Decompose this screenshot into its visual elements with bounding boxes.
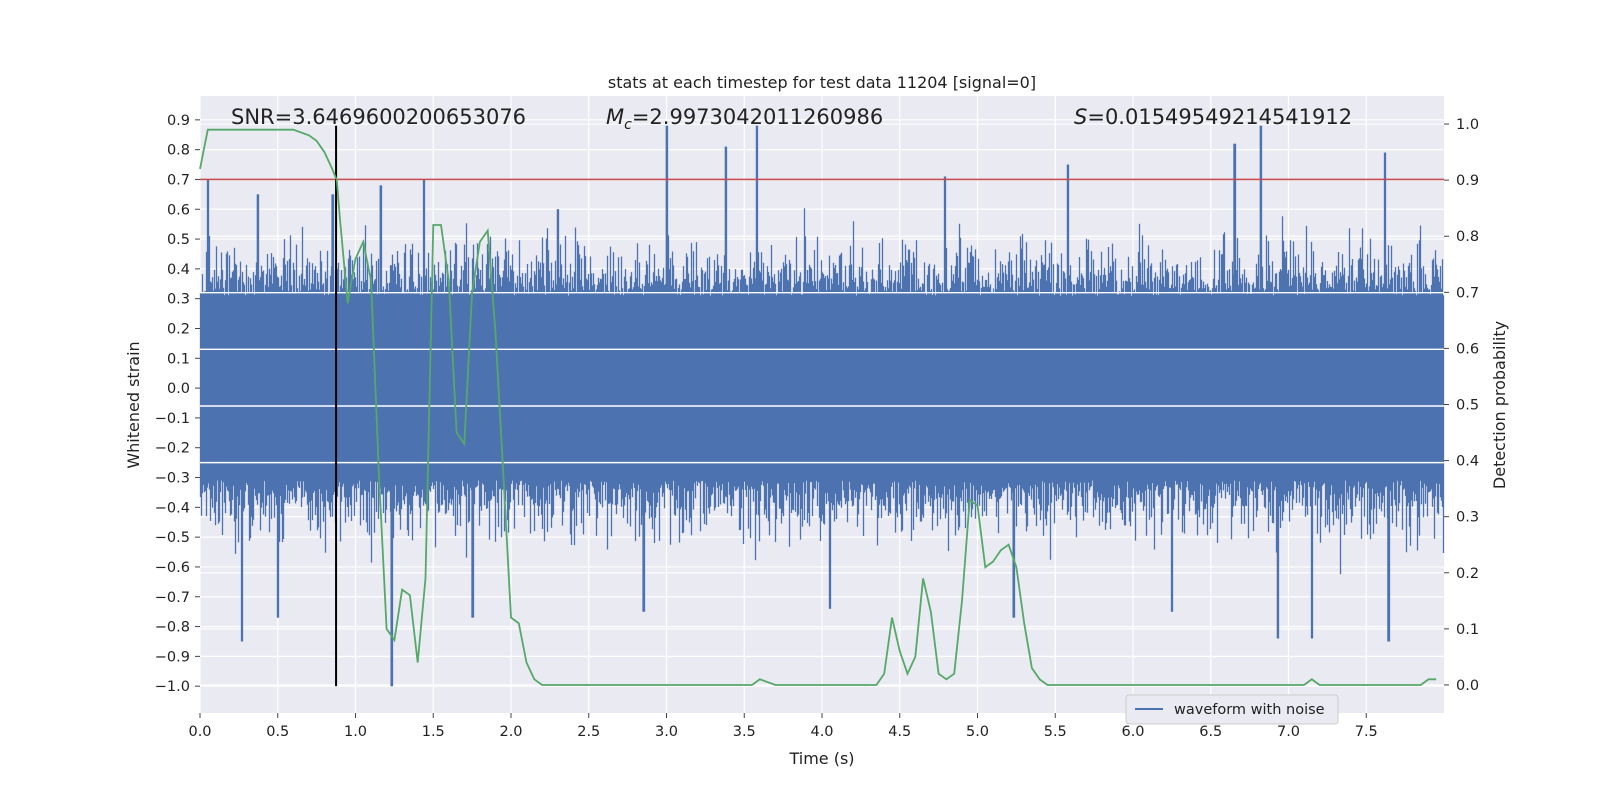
left-y-tick-label: −0.8 <box>155 620 190 636</box>
left-y-tick-label: −0.3 <box>155 471 190 487</box>
x-axis-label: Time (s) <box>788 749 854 768</box>
x-tick-label: 6.0 <box>1121 724 1144 740</box>
left-y-tick-label: −0.2 <box>155 441 190 457</box>
x-tick-label: 0.5 <box>266 724 289 740</box>
x-tick-label: 4.0 <box>810 724 833 740</box>
right-y-tick-label: 0.7 <box>1456 285 1479 301</box>
left-y-tick-label: 0.3 <box>167 292 190 308</box>
right-y-tick-label: 0.8 <box>1456 229 1479 245</box>
left-y-tick-label: −0.1 <box>155 411 190 427</box>
score-value: =0.01549549214541912 <box>1087 105 1352 129</box>
left-y-axis-ticks: 0.9 0.8 0.7 0.6 0.5 0.4 0.3 0.2 0.1 0.0 −0.1 −0.2 −0… <box>155 113 200 695</box>
right-y-axis-ticks: 1.0 0.9 0.8 0.7 0.6 0.5 0.4 0.3 0.2 0.1 0.0 <box>1444 117 1479 694</box>
left-y-tick-label: −0.7 <box>155 590 190 606</box>
left-y-tick-label: −1.0 <box>155 679 190 695</box>
left-y-tick-label: 0.0 <box>167 381 190 397</box>
x-tick-label: 7.5 <box>1355 724 1378 740</box>
x-tick-label: 7.0 <box>1277 724 1300 740</box>
left-y-tick-label: −0.9 <box>155 649 190 665</box>
x-tick-label: 5.5 <box>1044 724 1067 740</box>
snr-annotation: SNR=3.6469600200653076 <box>231 105 526 129</box>
legend-label: waveform with noise <box>1174 702 1325 718</box>
chirp-mass-subscript: c <box>624 117 632 133</box>
right-y-tick-label: 0.1 <box>1456 622 1479 638</box>
left-y-tick-label: 0.6 <box>167 202 190 218</box>
x-tick-label: 0.0 <box>188 724 211 740</box>
legend-box <box>1125 694 1339 725</box>
x-tick-label: 1.0 <box>344 724 367 740</box>
x-tick-label: 3.5 <box>733 724 756 740</box>
left-y-tick-label: −0.6 <box>155 560 190 576</box>
chart-title: stats at each timestep for test data 112… <box>608 73 1036 92</box>
right-y-tick-label: 0.4 <box>1456 454 1479 470</box>
left-y-tick-label: −0.5 <box>155 530 190 546</box>
waveform-series <box>199 125 1445 687</box>
left-y-tick-label: −0.4 <box>155 500 190 516</box>
x-tick-label: 6.5 <box>1199 724 1222 740</box>
x-tick-label: 4.5 <box>888 724 911 740</box>
right-y-tick-label: 0.0 <box>1456 678 1479 694</box>
score-annotation: S=0.01549549214541912 <box>1074 105 1352 129</box>
waveform-core <box>200 298 1444 478</box>
chirp-mass-value: =2.9973042011260986 <box>632 105 883 129</box>
left-y-tick-label: 0.8 <box>167 143 190 159</box>
left-y-axis-label: Whitened strain <box>124 341 143 468</box>
left-y-tick-label: 0.4 <box>167 262 190 278</box>
left-y-tick-label: 0.7 <box>167 172 190 188</box>
chirp-mass-annotation: Mc=2.9973042011260986 <box>606 105 883 133</box>
right-y-tick-label: 0.9 <box>1456 173 1479 189</box>
left-y-tick-label: 0.9 <box>167 113 190 129</box>
right-y-tick-label: 0.2 <box>1456 566 1479 582</box>
right-y-tick-label: 0.6 <box>1456 341 1479 357</box>
right-y-tick-label: 1.0 <box>1456 117 1479 133</box>
left-y-tick-label: 0.2 <box>167 321 190 337</box>
right-y-tick-label: 0.3 <box>1456 510 1479 526</box>
right-y-axis-label: Detection probability <box>1490 321 1509 489</box>
legend: waveform with noise <box>1125 694 1339 725</box>
probability-series <box>199 128 1437 686</box>
right-y-tick-label: 0.5 <box>1456 398 1479 414</box>
chirp-mass-symbol: M <box>606 105 624 129</box>
x-tick-label: 3.0 <box>655 724 678 740</box>
x-tick-label: 2.5 <box>577 724 600 740</box>
x-tick-label: 1.5 <box>422 724 445 740</box>
left-y-tick-label: 0.5 <box>167 232 190 248</box>
x-axis-ticks: 0.0 0.5 1.0 1.5 2.0 2.5 3.0 3.5 4.0 4.5 5.0 5.5 6.0 6… <box>188 713 1378 740</box>
x-tick-label: 2.0 <box>499 724 522 740</box>
score-symbol: S <box>1074 105 1087 129</box>
x-tick-label: 5.0 <box>966 724 989 740</box>
left-y-tick-label: 0.1 <box>167 351 190 367</box>
